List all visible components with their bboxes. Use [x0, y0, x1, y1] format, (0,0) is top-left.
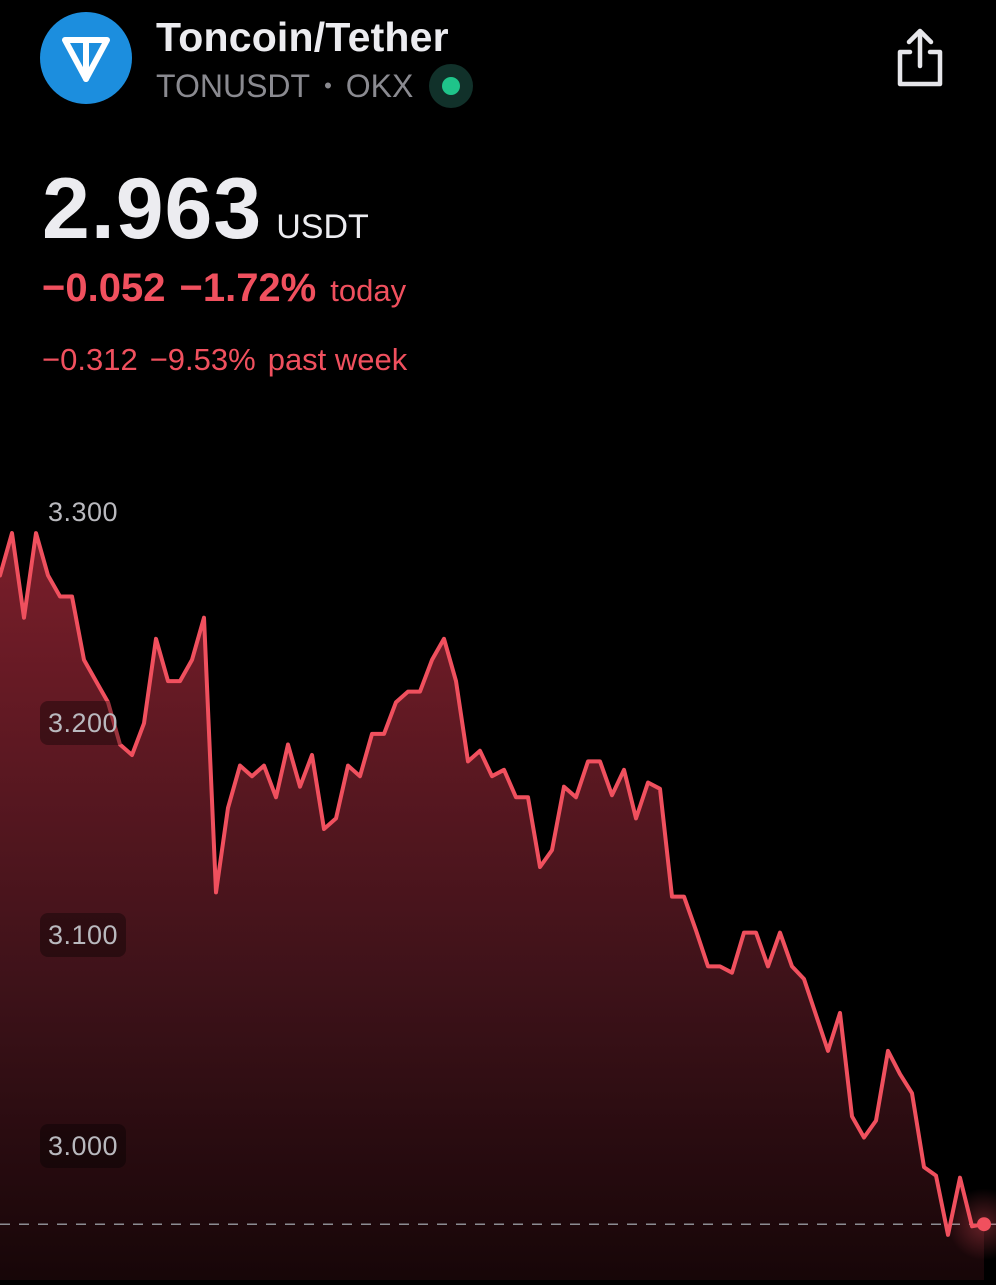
pair-subtitle: TONUSDT • OKX	[156, 64, 474, 108]
price-currency: USDT	[276, 208, 369, 246]
pair-title: Toncoin/Tether	[156, 14, 449, 60]
current-price: 2.963	[42, 161, 263, 257]
exchange-label: OKX	[345, 67, 414, 104]
week-change-value: −0.312	[42, 342, 138, 377]
ton-logo-icon	[40, 12, 132, 104]
today-change-value: −0.052	[42, 266, 166, 310]
y-tick-label: 3.300	[48, 497, 119, 527]
share-icon[interactable]	[892, 26, 948, 90]
symbol-label: TONUSDT	[156, 67, 311, 104]
week-change: −0.312 −9.53% past week	[42, 342, 407, 378]
header: Toncoin/Tether TONUSDT • OKX	[0, 0, 996, 120]
last-price-dot	[977, 1217, 991, 1232]
price-line	[0, 531, 986, 1237]
today-change: −0.052 −1.72% today	[42, 266, 406, 311]
last-price-glow	[948, 1188, 996, 1261]
price-row: 2.963 USDT	[42, 160, 369, 259]
price-area	[0, 533, 984, 1280]
price-chart-svg[interactable]	[0, 470, 996, 1280]
live-status-icon	[429, 64, 474, 108]
today-change-percent: −1.72%	[179, 266, 317, 310]
separator-dot: •	[324, 73, 332, 98]
week-change-percent: −9.53%	[149, 342, 256, 377]
week-label: past week	[267, 342, 408, 377]
y-tick-label: 3.100	[40, 912, 127, 957]
price-chart[interactable]: 3.300 3.200 3.100 3.000	[0, 470, 996, 1280]
y-tick-label: 3.200	[40, 701, 127, 746]
today-label: today	[330, 273, 407, 308]
y-tick-label: 3.000	[40, 1124, 127, 1168]
